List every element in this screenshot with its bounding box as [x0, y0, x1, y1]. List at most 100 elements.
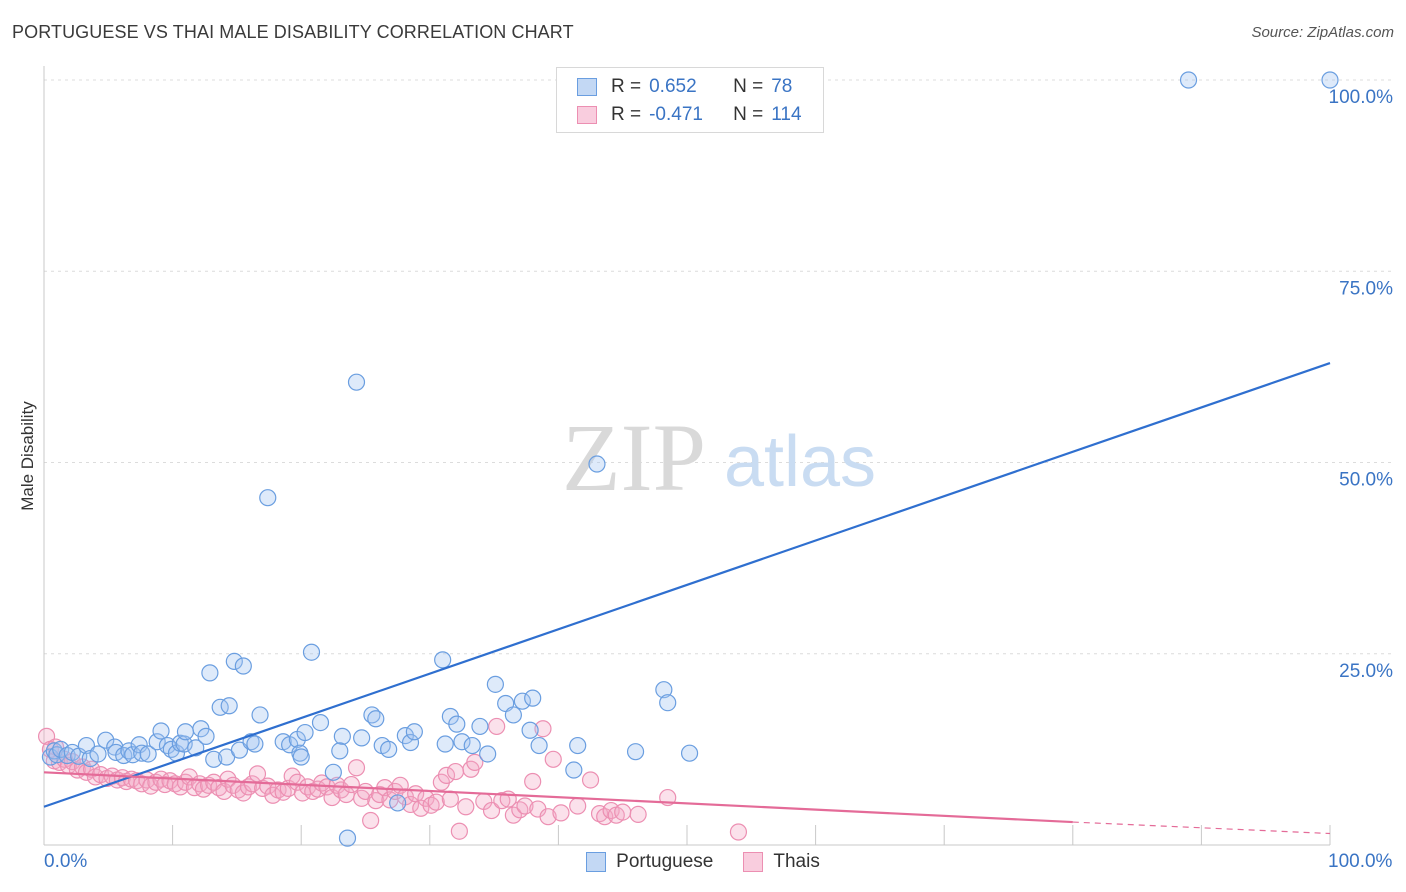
data-point-portuguese[interactable]: [436, 735, 454, 753]
data-point-portuguese[interactable]: [251, 706, 269, 724]
series-thais: [37, 717, 748, 841]
data-point-portuguese[interactable]: [338, 829, 357, 847]
data-point-portuguese[interactable]: [659, 694, 677, 712]
data-point-thais[interactable]: [552, 804, 570, 822]
data-point-portuguese[interactable]: [655, 681, 673, 699]
data-point-portuguese[interactable]: [513, 692, 531, 710]
data-point-portuguese[interactable]: [1321, 71, 1339, 89]
watermark: ZIP atlas: [562, 404, 876, 511]
trend-line-thais: [43, 771, 1073, 824]
legend-item-thais[interactable]: Thais: [743, 851, 820, 873]
data-point-thais[interactable]: [629, 805, 647, 824]
data-point-thais[interactable]: [347, 759, 366, 777]
data-point-portuguese[interactable]: [353, 729, 371, 747]
data-point-thais[interactable]: [401, 795, 420, 814]
data-point-portuguese[interactable]: [152, 722, 170, 740]
data-point-portuguese[interactable]: [176, 723, 195, 741]
data-point-portuguese[interactable]: [380, 740, 398, 758]
data-point-thais[interactable]: [362, 811, 380, 830]
data-point-thais[interactable]: [288, 773, 306, 791]
data-point-thais[interactable]: [488, 717, 506, 736]
data-point-thais[interactable]: [77, 763, 96, 781]
data-point-thais[interactable]: [437, 766, 456, 784]
data-point-thais[interactable]: [614, 803, 632, 821]
data-point-portuguese[interactable]: [401, 733, 420, 752]
data-point-portuguese[interactable]: [333, 727, 351, 745]
gridlines: [44, 79, 1394, 655]
data-point-thais[interactable]: [466, 753, 484, 771]
data-point-thais[interactable]: [450, 822, 468, 840]
stats-row-thais: R = -0.471 N = 114: [577, 100, 802, 130]
data-point-thais[interactable]: [539, 808, 557, 826]
data-point-portuguese[interactable]: [302, 643, 321, 661]
data-point-portuguese[interactable]: [453, 733, 471, 751]
data-point-thais[interactable]: [427, 793, 445, 811]
data-point-portuguese[interactable]: [448, 715, 466, 733]
data-point-thais[interactable]: [534, 720, 552, 738]
data-point-portuguese[interactable]: [367, 710, 385, 728]
data-point-portuguese[interactable]: [115, 746, 133, 765]
data-point-portuguese[interactable]: [148, 733, 166, 751]
data-point-portuguese[interactable]: [521, 721, 539, 739]
data-point-portuguese[interactable]: [205, 750, 223, 768]
data-point-thais[interactable]: [569, 797, 587, 815]
data-point-portuguese[interactable]: [434, 651, 452, 669]
data-point-thais[interactable]: [342, 775, 360, 794]
data-point-portuguese[interactable]: [486, 675, 504, 693]
data-point-thais[interactable]: [422, 796, 440, 814]
data-point-portuguese[interactable]: [471, 717, 489, 736]
data-point-portuguese[interactable]: [569, 736, 587, 755]
data-point-thais[interactable]: [441, 790, 459, 808]
data-point-portuguese[interactable]: [331, 742, 349, 760]
data-point-portuguese[interactable]: [139, 745, 157, 763]
data-point-portuguese[interactable]: [324, 763, 342, 781]
data-point-thais[interactable]: [180, 768, 198, 786]
data-point-portuguese[interactable]: [230, 741, 249, 759]
data-point-portuguese[interactable]: [201, 664, 219, 682]
data-point-portuguese[interactable]: [347, 373, 366, 391]
data-point-portuguese[interactable]: [588, 455, 606, 473]
n-label: N =: [733, 76, 764, 97]
data-point-thais[interactable]: [516, 797, 534, 815]
data-point-portuguese[interactable]: [311, 713, 330, 732]
data-point-thais[interactable]: [482, 801, 501, 820]
data-point-portuguese[interactable]: [97, 731, 115, 749]
data-point-thais[interactable]: [412, 799, 430, 817]
data-point-portuguese[interactable]: [292, 748, 310, 766]
data-point-portuguese[interactable]: [187, 739, 205, 757]
data-point-portuguese[interactable]: [220, 697, 238, 715]
data-point-portuguese[interactable]: [530, 736, 548, 755]
legend-item-portuguese[interactable]: Portuguese: [586, 851, 713, 873]
data-point-thais[interactable]: [493, 792, 511, 810]
data-point-portuguese[interactable]: [133, 744, 151, 762]
data-point-portuguese[interactable]: [197, 727, 215, 745]
data-point-portuguese[interactable]: [234, 657, 252, 675]
data-point-thais[interactable]: [446, 762, 465, 781]
data-point-portuguese[interactable]: [246, 735, 264, 753]
data-point-portuguese[interactable]: [565, 761, 583, 779]
n-value: 78: [771, 76, 793, 97]
data-point-portuguese[interactable]: [77, 736, 96, 755]
data-point-portuguese[interactable]: [296, 723, 314, 742]
data-point-portuguese[interactable]: [504, 706, 522, 724]
data-point-thais[interactable]: [299, 778, 317, 796]
data-point-portuguese[interactable]: [225, 652, 243, 671]
data-point-thais[interactable]: [581, 771, 600, 789]
data-point-thais[interactable]: [457, 798, 475, 816]
data-point-portuguese[interactable]: [479, 745, 497, 763]
data-point-portuguese[interactable]: [389, 794, 407, 812]
data-point-portuguese[interactable]: [259, 489, 277, 507]
data-point-portuguese[interactable]: [680, 744, 699, 762]
data-point-portuguese[interactable]: [405, 723, 423, 741]
x-tick-min: 0.0%: [44, 851, 88, 872]
data-point-thais[interactable]: [544, 750, 562, 768]
data-point-portuguese[interactable]: [89, 745, 107, 763]
data-point-thais[interactable]: [524, 772, 542, 791]
series-legend: Portuguese Thais: [0, 851, 1406, 873]
data-point-portuguese[interactable]: [463, 736, 481, 755]
data-point-portuguese[interactable]: [626, 743, 645, 761]
axes: [43, 66, 1331, 846]
data-point-thais[interactable]: [729, 823, 748, 841]
data-point-portuguese[interactable]: [1179, 71, 1198, 89]
data-point-portuguese[interactable]: [524, 689, 542, 707]
